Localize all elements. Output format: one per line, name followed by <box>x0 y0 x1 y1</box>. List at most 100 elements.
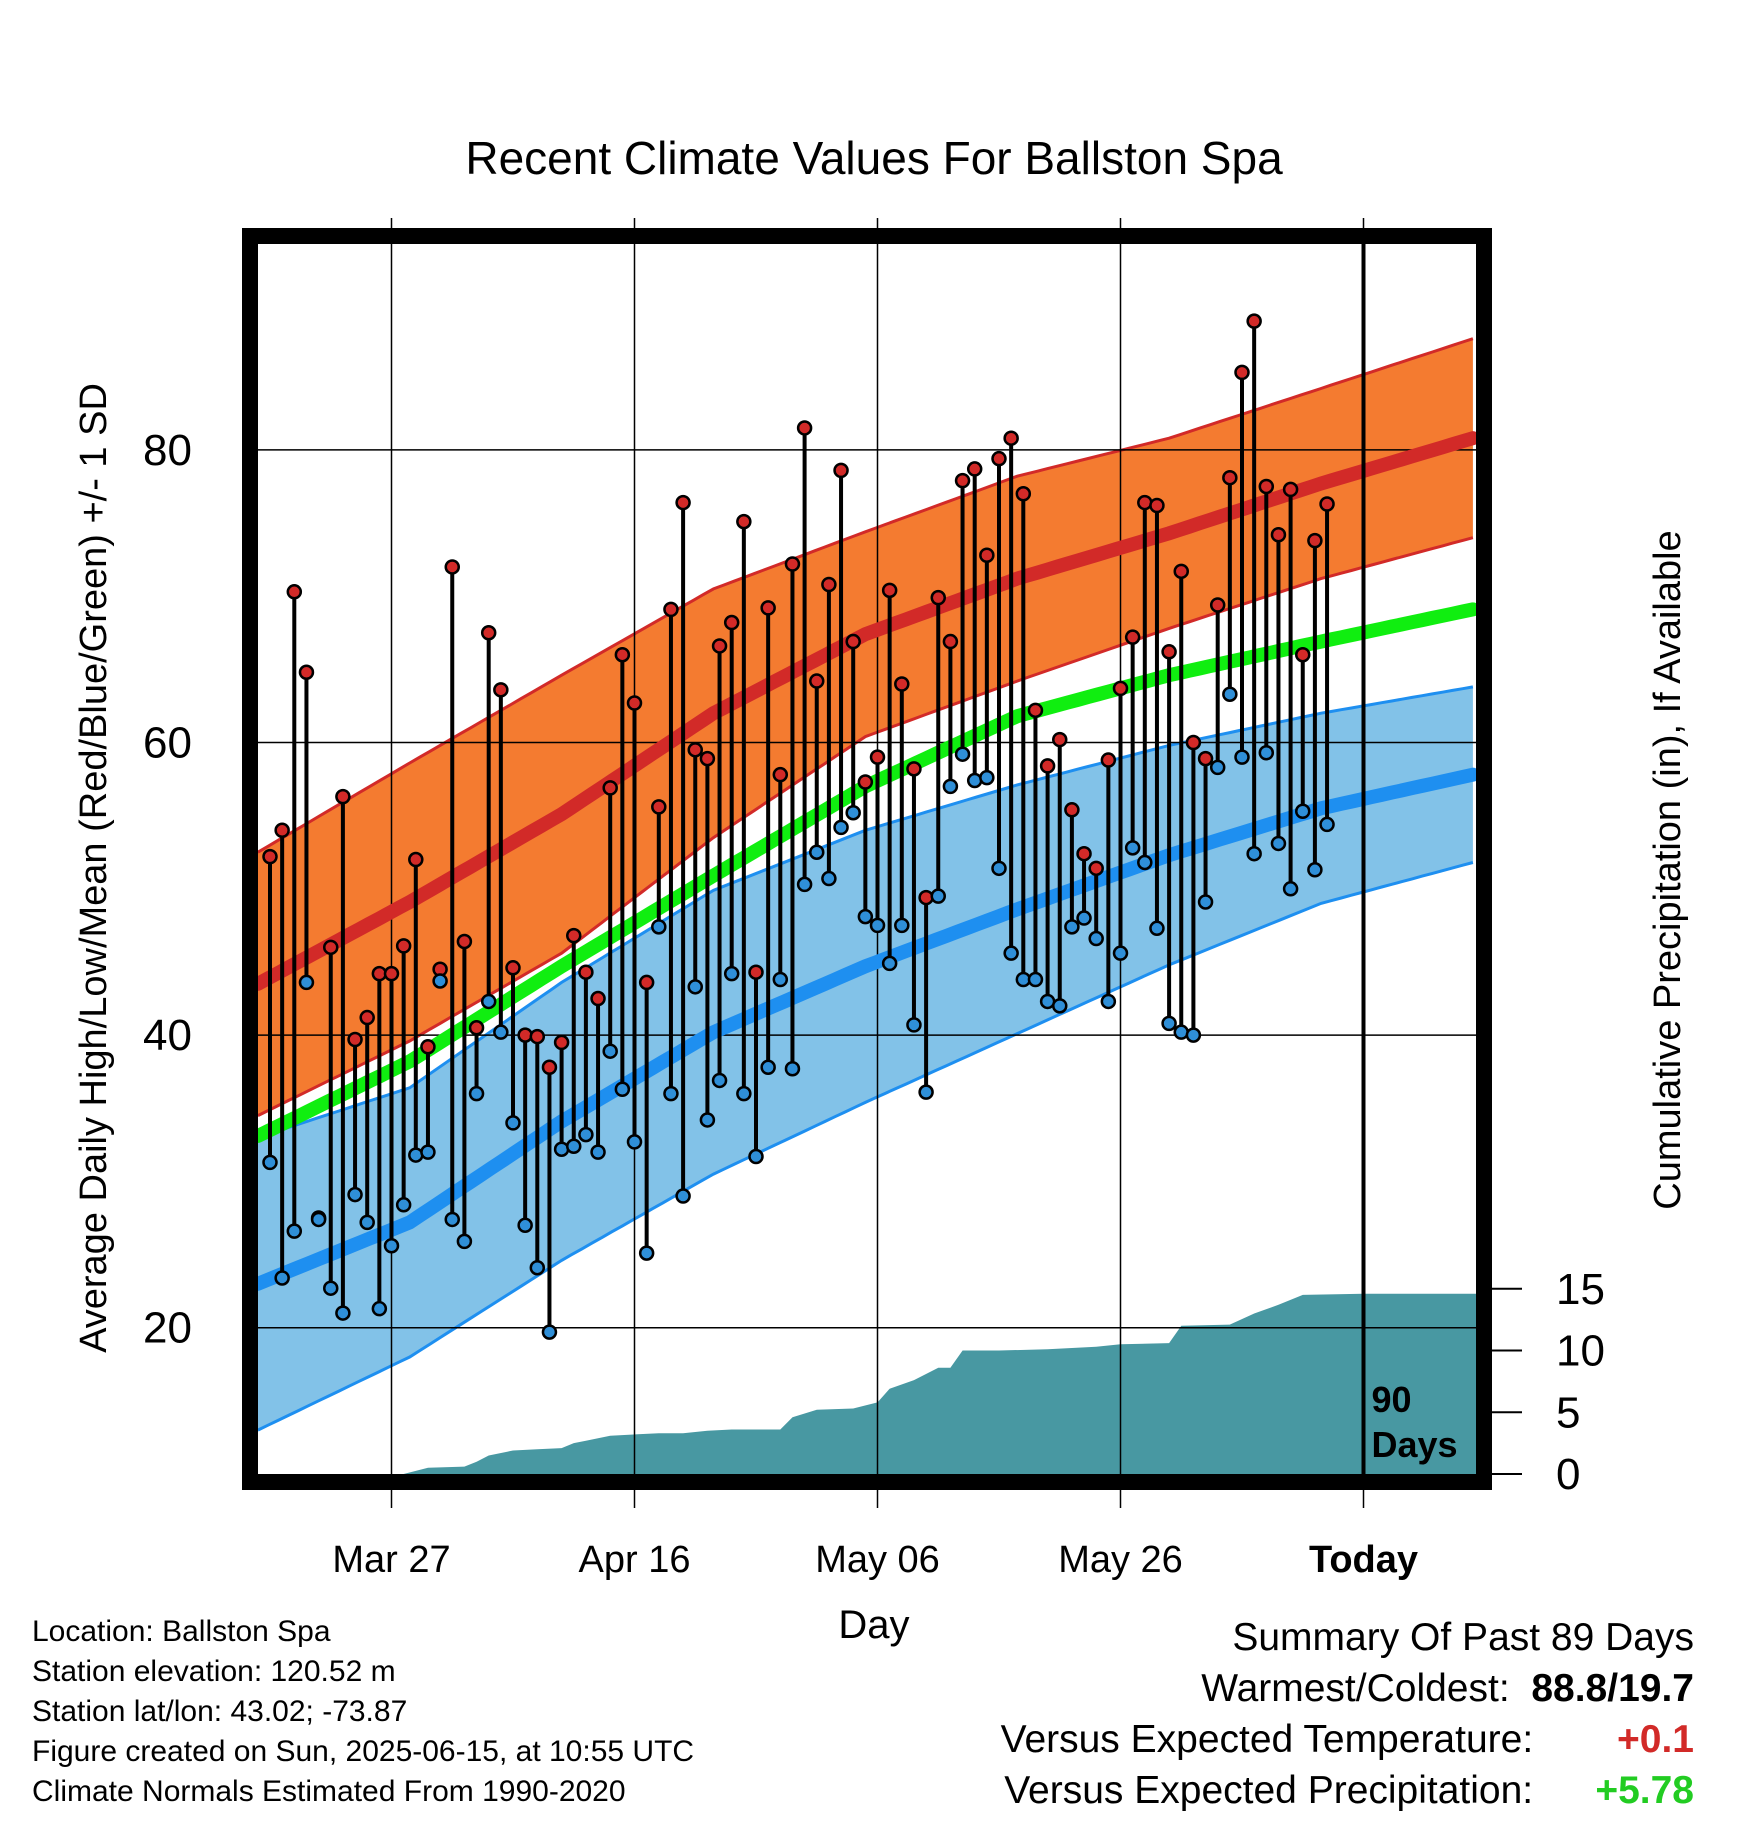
daily-low-point <box>1088 930 1104 947</box>
daily-high-point <box>1064 802 1080 818</box>
daily-high-point <box>1173 563 1189 580</box>
daily-low-point <box>1003 945 1019 961</box>
daily-high-point <box>906 761 922 777</box>
daily-high-point <box>444 559 460 575</box>
x-tick-label: Mar 27 <box>332 1539 450 1581</box>
daily-low-point <box>796 876 813 893</box>
daily-low-point <box>638 1245 655 1261</box>
daily-high-point <box>833 462 849 479</box>
daily-high-point <box>1003 430 1019 446</box>
daily-low-point <box>845 804 861 821</box>
y-axis-label: Average Daily High/Low/Mean (Red/Blue/Gr… <box>73 383 115 1353</box>
daily-low-point <box>723 965 740 982</box>
daily-low-point <box>991 860 1007 877</box>
daily-low-point <box>408 1147 424 1163</box>
daily-low-point <box>1052 998 1068 1014</box>
daily-high-point <box>1100 752 1117 768</box>
daily-low-point <box>468 1085 485 1102</box>
warm-cold-label: Warmest/Coldest: <box>1201 1667 1510 1710</box>
daily-high-point <box>1234 364 1250 381</box>
daily-low-point <box>699 1112 716 1128</box>
daily-high-point <box>1270 527 1287 543</box>
daily-high-point <box>784 556 801 572</box>
precip-value: +5.78 <box>1595 1769 1694 1812</box>
daily-high-point <box>541 1059 558 1076</box>
daily-high-point <box>1282 481 1299 498</box>
daily-high-point <box>529 1028 546 1045</box>
daily-high-point <box>675 494 691 511</box>
daily-low-point <box>942 778 959 795</box>
daily-low-point <box>918 1084 934 1100</box>
precip-row: Versus Expected Precipitation: +5.78 <box>1001 1765 1694 1816</box>
daily-low-point <box>480 993 497 1010</box>
daily-high-point <box>626 695 643 711</box>
daily-high-point <box>796 420 813 436</box>
today-days-label: 90 Days <box>1372 1379 1458 1465</box>
daily-low-point <box>1209 759 1226 776</box>
daily-high-point <box>821 576 837 593</box>
daily-high-point <box>638 974 655 991</box>
precip-label: Versus Expected Precipitation: <box>1004 1769 1534 1812</box>
daily-high-point <box>566 927 582 944</box>
daily-low-point <box>760 1059 776 1076</box>
daily-high-point <box>736 513 752 530</box>
y2-tick-label: 5 <box>1556 1388 1580 1437</box>
daily-low-point <box>286 1223 303 1239</box>
daily-high-point <box>1258 478 1275 495</box>
daily-low-point <box>1246 845 1262 862</box>
daily-low-point <box>1197 894 1214 910</box>
warm-value: 88.8 <box>1531 1667 1608 1710</box>
daily-high-point <box>408 851 424 868</box>
daily-high-point <box>262 848 278 865</box>
y-tick-label: 80 <box>143 426 192 475</box>
y2-axis-label: Cumulative Precipitation (in), If Availa… <box>1647 530 1689 1209</box>
daily-high-point <box>323 939 339 956</box>
daily-low-point <box>1100 993 1117 1010</box>
daily-low-point <box>1173 1024 1189 1040</box>
daily-low-point <box>687 979 703 995</box>
daily-high-point <box>1185 734 1202 751</box>
daily-high-point <box>1027 702 1044 719</box>
daily-low-point <box>1185 1027 1202 1043</box>
daily-low-point <box>675 1188 691 1204</box>
normal-high-line <box>250 431 1480 991</box>
daily-high-point <box>274 822 290 839</box>
daily-low-point <box>663 1085 679 1102</box>
daily-low-point <box>1064 919 1080 935</box>
daily-low-point <box>262 1154 278 1171</box>
warm-cold-row: Warmest/Coldest: 88.8/19.7 <box>1001 1663 1694 1714</box>
daily-low-point <box>614 1081 631 1097</box>
summary-heading: Summary Of Past 89 Days <box>1232 1616 1694 1659</box>
daily-high-point <box>1076 845 1092 862</box>
daily-high-point <box>1222 469 1238 486</box>
daily-high-point <box>1052 731 1068 748</box>
x-tick-label: May 06 <box>815 1539 940 1581</box>
daily-high-point <box>383 965 400 982</box>
daily-high-point <box>1319 496 1335 512</box>
daily-low-point <box>1149 920 1165 937</box>
daily-high-point <box>1307 532 1323 549</box>
daily-low-point <box>784 1060 801 1077</box>
daily-high-point <box>966 461 983 477</box>
daily-high-point <box>723 614 740 631</box>
daily-low-point <box>869 917 886 934</box>
daily-high-point <box>1137 494 1153 511</box>
cumulative-precip-area <box>270 1293 1485 1474</box>
daily-observations <box>262 313 1335 1340</box>
daily-high-point <box>663 601 679 618</box>
daily-high-point <box>1246 313 1262 329</box>
daily-low-point <box>566 1138 582 1155</box>
daily-low-point <box>881 955 898 972</box>
daily-low-point <box>1222 686 1238 702</box>
daily-low-point <box>1124 840 1141 856</box>
daily-low-point <box>1282 881 1299 897</box>
daily-high-point <box>1112 680 1129 697</box>
y-tick-label: 40 <box>143 1011 192 1060</box>
daily-high-point <box>711 638 728 654</box>
summary-panel: Summary Of Past 89 Days Warmest/Coldest:… <box>1001 1612 1694 1816</box>
daily-high-point <box>1149 497 1165 514</box>
daily-high-point <box>1039 758 1056 774</box>
daily-low-point <box>954 746 971 762</box>
daily-low-point <box>711 1072 728 1089</box>
daily-high-point <box>602 780 618 796</box>
